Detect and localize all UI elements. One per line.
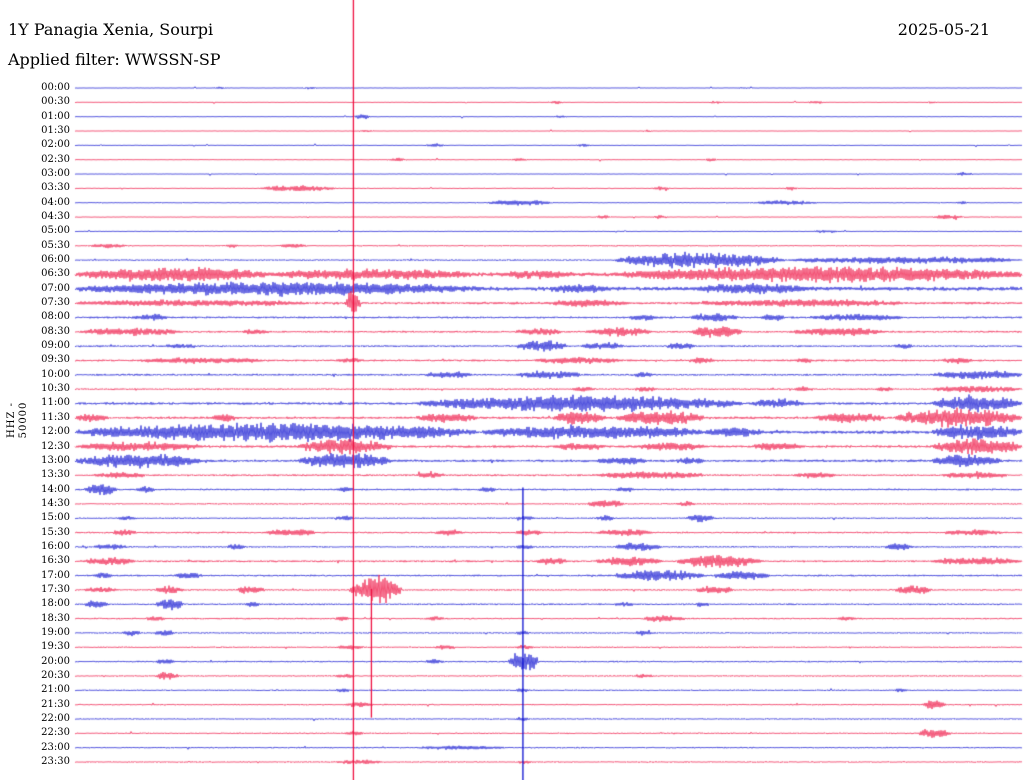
- time-tick-label: 19:30: [41, 641, 70, 653]
- time-tick-label: 14:00: [41, 483, 70, 495]
- time-tick-label: 04:00: [41, 196, 70, 208]
- time-tick-label: 18:30: [41, 612, 70, 624]
- time-tick-label: 09:00: [41, 340, 70, 352]
- time-tick-label: 11:00: [41, 397, 70, 409]
- time-tick-label: 10:00: [41, 368, 70, 380]
- time-tick-label: 18:00: [41, 598, 70, 610]
- time-tick-label: 06:00: [41, 254, 70, 266]
- time-tick-label: 02:00: [41, 139, 70, 151]
- time-tick-label: 14:30: [41, 497, 70, 509]
- time-tick-label: 22:30: [41, 727, 70, 739]
- applied-filter-label: Applied filter: WWSSN-SP: [8, 50, 221, 69]
- time-tick-label: 02:30: [41, 153, 70, 165]
- time-tick-label: 05:00: [41, 225, 70, 237]
- time-tick-label: 05:30: [41, 239, 70, 251]
- time-tick-label: 00:00: [41, 82, 70, 93]
- time-tick-label: 12:30: [41, 440, 70, 452]
- date-label: 2025-05-21: [897, 20, 990, 39]
- time-tick-label: 21:30: [41, 698, 70, 710]
- time-tick-label: 08:30: [41, 325, 70, 337]
- time-tick-label: 17:30: [41, 583, 70, 595]
- time-tick-label: 04:30: [41, 211, 70, 223]
- time-tick-label: 13:30: [41, 469, 70, 481]
- time-tick-label: 13:00: [41, 454, 70, 466]
- time-tick-label: 22:00: [41, 712, 70, 724]
- time-tick-label: 11:30: [41, 411, 70, 423]
- time-tick-label: 20:00: [41, 655, 70, 667]
- time-tick-label: 01:00: [41, 110, 70, 122]
- time-tick-label: 23:30: [41, 756, 70, 767]
- time-tick-label: 07:00: [41, 282, 70, 294]
- time-tick-label: 09:30: [41, 354, 70, 366]
- time-tick-label: 01:30: [41, 125, 70, 137]
- station-title: 1Y Panagia Xenia, Sourpi: [8, 20, 214, 39]
- time-tick-label: 21:00: [41, 684, 70, 696]
- time-tick-label: 20:30: [41, 669, 70, 681]
- time-tick-label: 06:30: [41, 268, 70, 280]
- time-tick-label: 00:30: [41, 96, 70, 108]
- time-tick-label: 07:30: [41, 297, 70, 309]
- time-tick-label: 03:30: [41, 182, 70, 194]
- time-tick-label: 16:30: [41, 555, 70, 567]
- time-tick-label: 16:00: [41, 540, 70, 552]
- time-tick-label: 15:00: [41, 512, 70, 524]
- time-tick-label: 03:00: [41, 168, 70, 180]
- time-tick-label: 15:30: [41, 526, 70, 538]
- time-tick-label: 19:00: [41, 626, 70, 638]
- time-tick-label: 08:00: [41, 311, 70, 323]
- time-tick-label: 12:00: [41, 426, 70, 438]
- time-tick-label: 17:00: [41, 569, 70, 581]
- time-tick-label: 23:00: [41, 741, 70, 753]
- time-tick-label: 10:30: [41, 383, 70, 395]
